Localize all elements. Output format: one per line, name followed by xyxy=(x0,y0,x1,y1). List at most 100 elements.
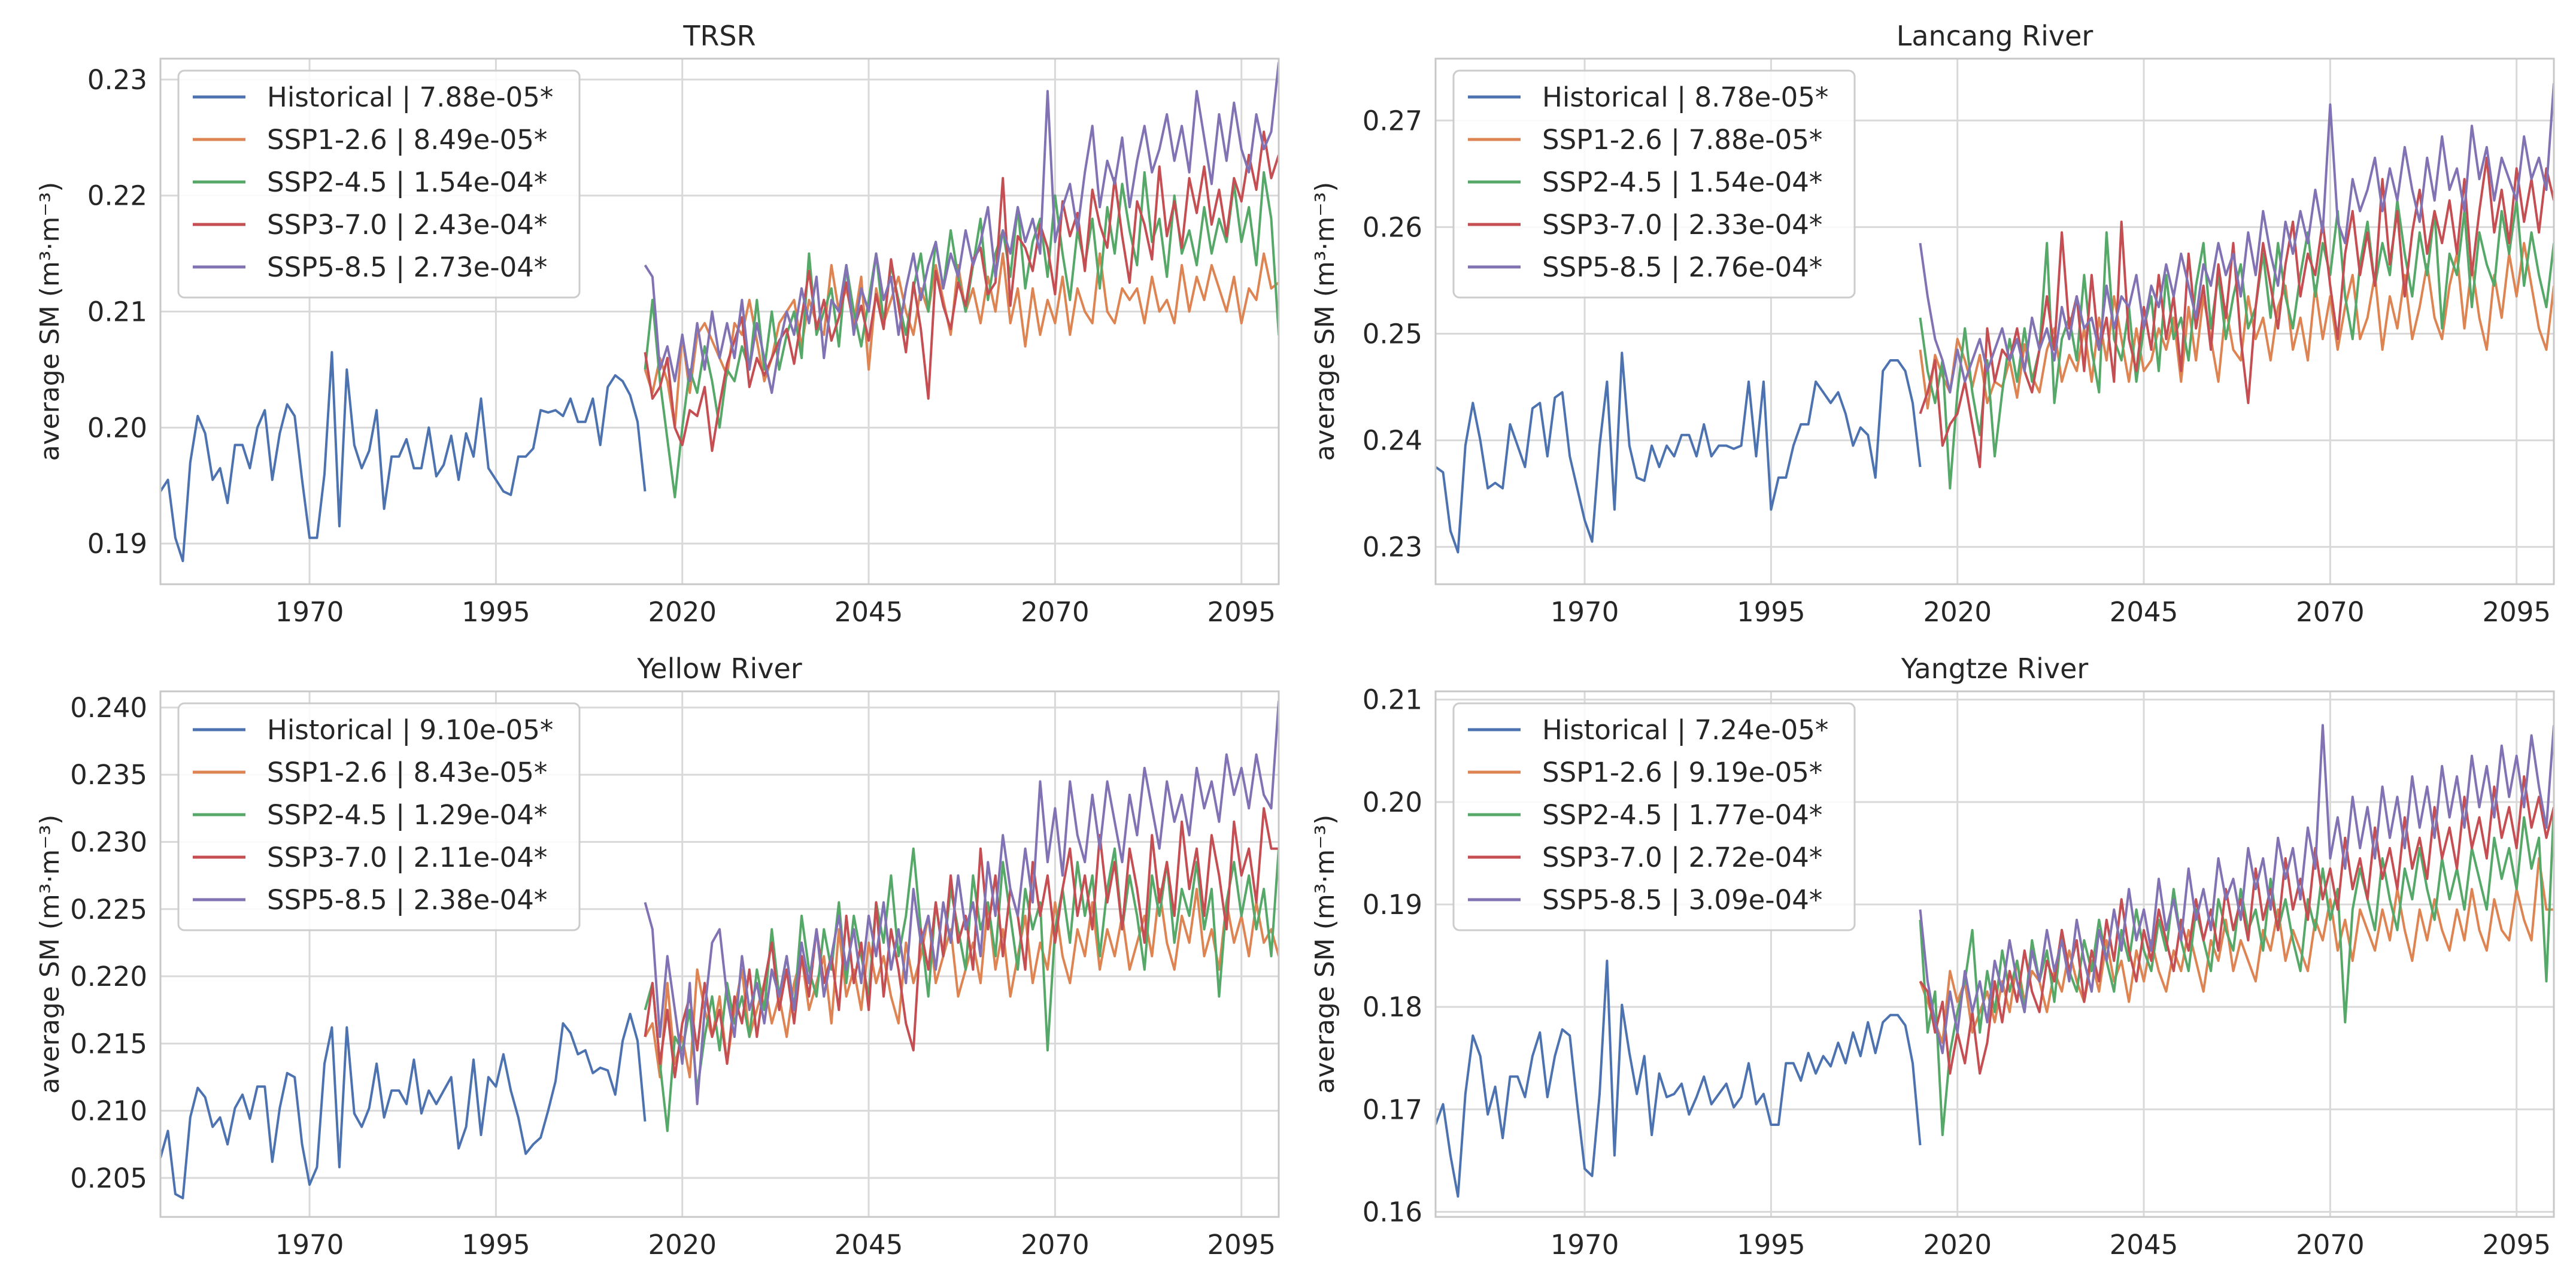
plot-frame xyxy=(1434,690,2555,1218)
x-tick-label: 2020 xyxy=(1923,596,1992,628)
series-line-ssp1-2-6 xyxy=(1919,242,2554,410)
y-tick-label: 0.25 xyxy=(1363,318,1422,350)
x-tick-label: 1970 xyxy=(1551,1229,1619,1261)
plot-frame xyxy=(1434,57,2555,585)
series-group xyxy=(1436,724,2554,1198)
y-tick-label: 0.17 xyxy=(1363,1094,1422,1125)
y-tick-label: 0.21 xyxy=(87,296,147,328)
chart-panel: 1970 1995 2020 2045 2070 2095 0.16 0.17 0.18 0.19… xyxy=(1310,652,2555,1261)
y-tick-label: 0.20 xyxy=(1363,787,1422,818)
y-tick-label: 0.19 xyxy=(87,528,147,560)
x-tick-label: 2045 xyxy=(835,596,903,628)
y-tick-label: 0.23 xyxy=(87,64,147,96)
x-tick-label: 2045 xyxy=(2110,596,2178,628)
legend-label: SSP3-7.0 | 2.72e-04* xyxy=(1542,842,1822,873)
panel-title: Lancang River xyxy=(1897,20,2093,52)
y-tick-label: 0.210 xyxy=(70,1095,147,1127)
y-tick-label: 0.230 xyxy=(70,826,147,858)
y-tick-label: 0.220 xyxy=(70,961,147,992)
x-tick-label: 1970 xyxy=(275,1229,344,1261)
x-tick-label: 2020 xyxy=(648,596,717,628)
legend-label: Historical | 9.10e-05* xyxy=(267,714,553,746)
y-axis-label: average SM (m³·m⁻³) xyxy=(1310,815,1340,1094)
series-line-historical xyxy=(160,1012,647,1200)
y-tick-label: 0.205 xyxy=(70,1162,147,1194)
y-axis-label: average SM (m³·m⁻³) xyxy=(1310,182,1340,462)
legend-box xyxy=(1452,69,1856,299)
x-tick-label: 2045 xyxy=(835,1229,903,1261)
legend-label: SSP2-4.5 | 1.54e-04* xyxy=(267,166,547,198)
legend: Historical | 7.88e-05* SSP1-2.6 | 8.49e-0… xyxy=(177,69,581,299)
series-line-ssp5-8-5 xyxy=(1919,724,2554,1055)
x-tick-label: 2020 xyxy=(648,1229,717,1261)
x-tick-label: 2045 xyxy=(2110,1229,2178,1261)
y-tick-label: 0.16 xyxy=(1363,1196,1422,1228)
legend-label: Historical | 7.24e-05* xyxy=(1542,714,1828,746)
panel-title: Yangtze River xyxy=(1901,652,2089,685)
x-tick-label: 2095 xyxy=(2482,596,2551,628)
chart-panel: 1970 1995 2020 2045 2070 2095 0.205 0.210 0.215 0… xyxy=(35,652,1280,1261)
plot-frame xyxy=(159,57,1280,585)
chart-panel: 1970 1995 2020 2045 2070 2095 0.19 0.20 0.21 0.22… xyxy=(35,20,1280,628)
legend: Historical | 9.10e-05* SSP1-2.6 | 8.43e-0… xyxy=(177,702,581,931)
y-tick-label: 0.240 xyxy=(70,692,147,724)
legend-label: SSP1-2.6 | 7.88e-05* xyxy=(1542,124,1822,156)
series-group xyxy=(160,62,1279,563)
x-tick-label: 2070 xyxy=(1021,596,1090,628)
y-tick-label: 0.26 xyxy=(1363,211,1422,243)
legend: Historical | 8.78e-05* SSP1-2.6 | 7.88e-0… xyxy=(1452,69,1856,299)
y-tick-label: 0.215 xyxy=(70,1028,147,1059)
y-tick-label: 0.20 xyxy=(87,412,147,444)
legend-label: SSP3-7.0 | 2.33e-04* xyxy=(1542,209,1822,241)
series-line-ssp3-7-0 xyxy=(644,807,1279,1079)
y-tick-label: 0.23 xyxy=(1363,532,1422,563)
y-tick-label: 0.21 xyxy=(1363,684,1422,716)
legend-label: SSP5-8.5 | 2.76e-04* xyxy=(1542,251,1822,283)
panel-title: Yellow River xyxy=(636,652,802,685)
y-tick-label: 0.18 xyxy=(1363,991,1422,1023)
legend-label: SSP5-8.5 | 3.09e-04* xyxy=(1542,884,1822,916)
series-line-historical xyxy=(160,351,647,563)
legend-box xyxy=(177,69,581,299)
x-tick-label: 1995 xyxy=(1737,1229,1806,1261)
x-tick-label: 2070 xyxy=(2296,596,2365,628)
legend-label: Historical | 7.88e-05* xyxy=(267,81,553,113)
series-line-ssp3-7-0 xyxy=(644,130,1279,453)
series-line-historical xyxy=(1436,351,1922,554)
legend-label: SSP5-8.5 | 2.38e-04* xyxy=(267,884,547,916)
legend-label: SSP1-2.6 | 8.49e-05* xyxy=(267,124,547,156)
x-tick-label: 1995 xyxy=(462,596,530,628)
series-line-ssp3-7-0 xyxy=(1919,775,2554,1075)
x-tick-label: 1995 xyxy=(1737,596,1806,628)
legend-label: Historical | 8.78e-05* xyxy=(1542,81,1828,113)
series-line-ssp2-4-5 xyxy=(644,847,1279,1133)
plot-frame xyxy=(159,690,1280,1218)
series-line-historical xyxy=(1436,960,1922,1198)
legend-label: SSP1-2.6 | 8.43e-05* xyxy=(267,757,547,788)
series-group xyxy=(160,700,1279,1200)
series-line-ssp3-7-0 xyxy=(1919,156,2554,469)
legend-label: SSP1-2.6 | 9.19e-05* xyxy=(1542,757,1822,788)
series-line-ssp5-8-5 xyxy=(644,700,1279,1106)
legend-label: SSP2-4.5 | 1.77e-04* xyxy=(1542,799,1822,831)
y-axis-label: average SM (m³·m⁻³) xyxy=(35,182,65,462)
x-tick-label: 1970 xyxy=(1551,596,1619,628)
series-group xyxy=(1436,83,2554,554)
y-tick-label: 0.19 xyxy=(1363,889,1422,921)
chart-panel: 1970 1995 2020 2045 2070 2095 0.23 0.24 0.25 0.26… xyxy=(1310,20,2555,628)
x-tick-label: 2020 xyxy=(1923,1229,1992,1261)
series-line-ssp5-8-5 xyxy=(644,62,1279,394)
x-tick-label: 1970 xyxy=(275,596,344,628)
x-tick-label: 2070 xyxy=(2296,1229,2365,1261)
legend-box xyxy=(177,702,581,931)
x-tick-label: 2095 xyxy=(1207,596,1276,628)
x-tick-label: 2070 xyxy=(1021,1229,1090,1261)
x-tick-label: 2095 xyxy=(2482,1229,2551,1261)
series-line-ssp5-8-5 xyxy=(1919,83,2554,394)
panel-title: TRSR xyxy=(682,20,755,52)
y-tick-label: 0.24 xyxy=(1363,425,1422,457)
series-line-ssp1-2-6 xyxy=(644,252,1279,429)
legend-label: SSP2-4.5 | 1.29e-04* xyxy=(267,799,547,831)
y-tick-label: 0.225 xyxy=(70,894,147,925)
